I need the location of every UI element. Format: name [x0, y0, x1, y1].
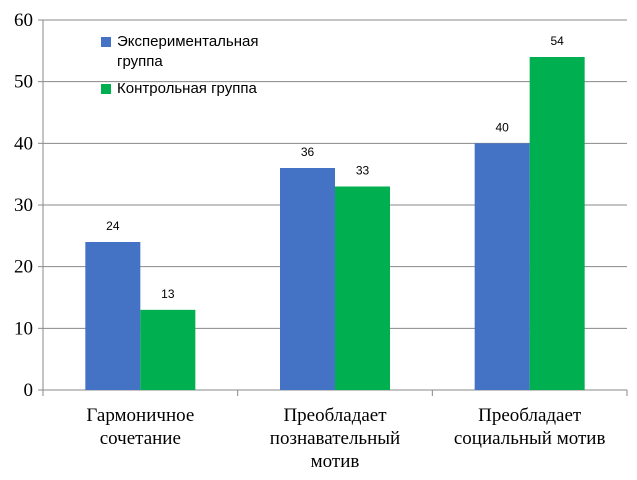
- x-tick-label: познавательный: [270, 428, 400, 449]
- data-label: 40: [495, 120, 509, 134]
- bar: [140, 309, 196, 390]
- y-tick-label: 40: [14, 133, 33, 154]
- bar: [335, 186, 390, 390]
- data-label: 54: [550, 34, 564, 48]
- x-tick-label: сочетание: [100, 428, 181, 449]
- bar: [529, 57, 585, 390]
- y-tick-label: 50: [14, 72, 33, 93]
- bar: [85, 242, 141, 390]
- legend-label: группа: [117, 53, 163, 70]
- y-tick-label: 20: [14, 257, 33, 278]
- x-tick-label: Преобладает: [283, 405, 387, 426]
- legend-label: Экспериментальная: [117, 33, 259, 50]
- y-tick-label: 10: [14, 318, 33, 339]
- data-label: 13: [161, 287, 175, 301]
- legend-swatch: [101, 84, 111, 94]
- y-tick-label: 60: [14, 10, 33, 31]
- data-label: 33: [356, 164, 370, 178]
- bar: [474, 143, 530, 390]
- data-label: 24: [106, 219, 120, 233]
- y-tick-label: 0: [24, 380, 34, 401]
- legend-swatch: [101, 37, 111, 47]
- legend-label: Контрольная группа: [117, 80, 257, 97]
- y-tick-label: 30: [14, 195, 33, 216]
- x-tick-label: мотив: [311, 451, 360, 472]
- data-label: 36: [301, 145, 315, 159]
- bar: [280, 168, 335, 390]
- x-tick-label: Преобладает: [478, 405, 582, 426]
- x-tick-label: Гармоничное: [86, 405, 194, 426]
- x-tick-label: социальный мотив: [454, 428, 606, 449]
